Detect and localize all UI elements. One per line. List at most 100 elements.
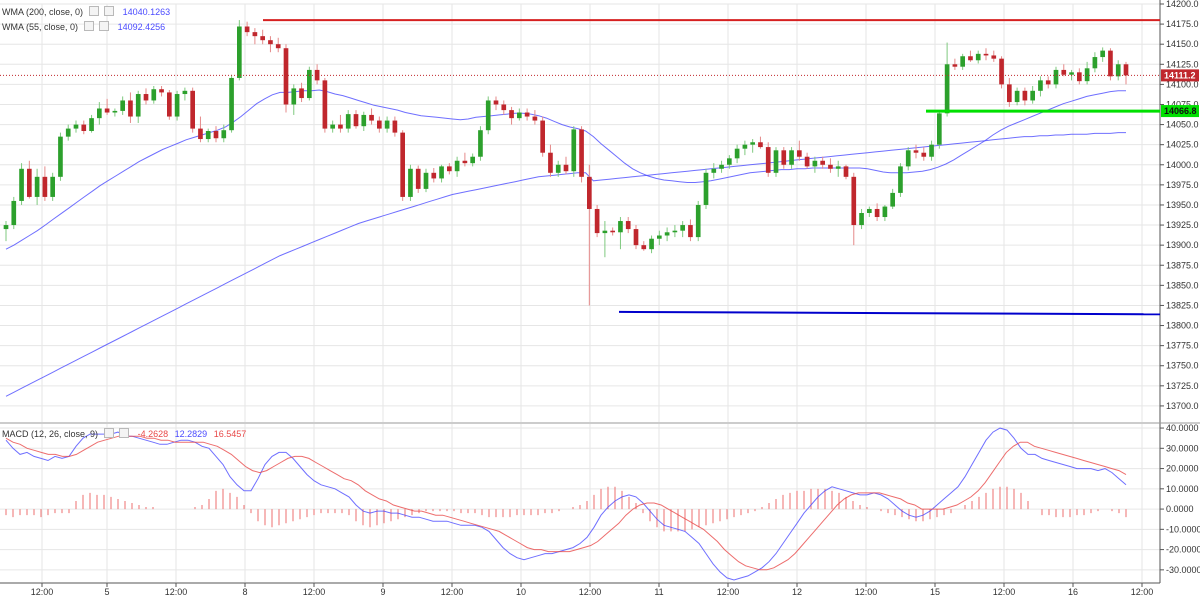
price-tick-label: 13925.0 — [1166, 220, 1199, 230]
candle-body — [120, 100, 125, 111]
candle-body — [400, 132, 405, 197]
candle-body — [65, 128, 71, 137]
candle-body — [283, 48, 289, 105]
candle-body — [493, 100, 499, 105]
candle-body — [112, 110, 118, 113]
price-tick-label: 13700.0 — [1166, 401, 1199, 411]
candle-body — [524, 112, 530, 117]
candle-body — [151, 89, 157, 101]
price-tick-label: 13975.0 — [1166, 180, 1199, 190]
candle-body — [229, 77, 234, 131]
candle-body — [789, 150, 794, 165]
candle-body — [734, 148, 740, 159]
macd-tick-label: -30.0000 — [1166, 565, 1200, 575]
candle-body — [1030, 90, 1035, 101]
candle-body — [579, 129, 584, 177]
price-tick-label: 14200.0 — [1166, 0, 1199, 9]
candle-body — [633, 229, 639, 246]
time-tick-label: 5 — [104, 587, 109, 597]
candle-body — [1077, 72, 1082, 82]
close-icon[interactable] — [99, 21, 110, 31]
time-tick-label: 12:00 — [165, 587, 188, 597]
candle-body — [548, 152, 553, 173]
candle-body — [828, 164, 833, 169]
price-tick-label: 14050.0 — [1166, 120, 1199, 130]
candle-body — [975, 53, 981, 61]
price-tick-label: 14075.0 — [1166, 99, 1199, 109]
candle-body — [260, 36, 265, 41]
price-tick-label: 13875.0 — [1166, 260, 1199, 270]
candle-body — [991, 55, 997, 59]
visibility-toggle-icon[interactable] — [83, 21, 94, 31]
candle-body — [128, 100, 133, 117]
candle-body — [275, 44, 281, 49]
candle-body — [587, 176, 592, 209]
candle-body — [81, 124, 87, 132]
candle-body — [773, 150, 779, 173]
candle-body — [1045, 80, 1051, 85]
candle-body — [820, 160, 825, 165]
candle-body — [462, 160, 468, 164]
visibility-toggle-icon[interactable] — [88, 6, 99, 16]
candle-body — [244, 26, 250, 33]
candle-body — [58, 136, 63, 177]
wma55-legend: WMA (55, close, 0) 14092.4256 — [2, 21, 165, 33]
candle-body — [929, 144, 934, 157]
price-tick-label: 13775.0 — [1166, 341, 1199, 351]
candle-body — [307, 69, 312, 99]
candle-body — [423, 172, 429, 189]
candle-body — [97, 108, 102, 119]
candle-body — [1022, 90, 1028, 101]
candle-body — [750, 142, 755, 145]
candle-body — [392, 120, 398, 133]
candle-body — [703, 172, 709, 205]
candle-body — [439, 166, 444, 179]
candle-body — [602, 230, 608, 234]
candle-body — [415, 168, 421, 189]
macd-tick-label: 40.0000 — [1166, 423, 1199, 433]
candle-body — [804, 156, 810, 167]
price-tick-label: 14100.0 — [1166, 79, 1199, 89]
candle-body — [1123, 64, 1129, 76]
macd-signal-value: 16.5457 — [213, 429, 247, 439]
candle-body — [299, 88, 304, 99]
candle-body — [361, 114, 367, 127]
candle-body — [73, 124, 79, 129]
candle-body — [1115, 64, 1121, 77]
candle-body — [174, 94, 180, 117]
macd-tick-label: 20.0000 — [1166, 464, 1199, 474]
candle-body — [509, 110, 514, 119]
candle-body — [742, 144, 748, 149]
price-tick-label: 13725.0 — [1166, 381, 1199, 391]
macd-tick-label: -20.0000 — [1166, 545, 1200, 555]
candle-body — [797, 150, 802, 157]
candle-body — [657, 235, 662, 239]
close-icon[interactable] — [119, 428, 130, 438]
time-tick-label: 12:00 — [1131, 587, 1154, 597]
candle-body — [944, 64, 950, 114]
candle-body — [1053, 69, 1059, 85]
visibility-toggle-icon[interactable] — [103, 428, 114, 438]
candle-body — [135, 94, 141, 117]
candle-body — [727, 158, 732, 165]
time-tick-label: 16 — [1068, 587, 1078, 597]
close-icon[interactable] — [104, 6, 115, 16]
candle-body — [213, 131, 219, 139]
candle-body — [680, 225, 685, 231]
candle-body — [843, 166, 849, 177]
candle-body — [485, 100, 491, 131]
price-tick-label: 13750.0 — [1166, 361, 1199, 371]
candle-body — [454, 160, 460, 172]
candle-body — [555, 164, 561, 173]
candle-body — [159, 89, 164, 93]
time-tick-label: 12:00 — [441, 587, 464, 597]
candle-body — [221, 130, 227, 139]
candle-body — [859, 213, 864, 226]
candle-body — [781, 150, 787, 165]
candle-body — [3, 225, 9, 230]
candle-body — [610, 230, 615, 233]
candle-body — [517, 112, 522, 119]
macd-tick-label: 0.0000 — [1166, 504, 1194, 514]
